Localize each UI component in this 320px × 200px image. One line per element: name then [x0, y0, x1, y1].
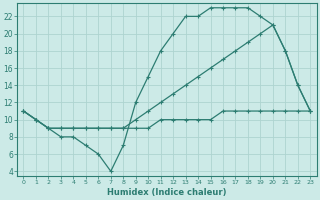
X-axis label: Humidex (Indice chaleur): Humidex (Indice chaleur): [107, 188, 227, 197]
